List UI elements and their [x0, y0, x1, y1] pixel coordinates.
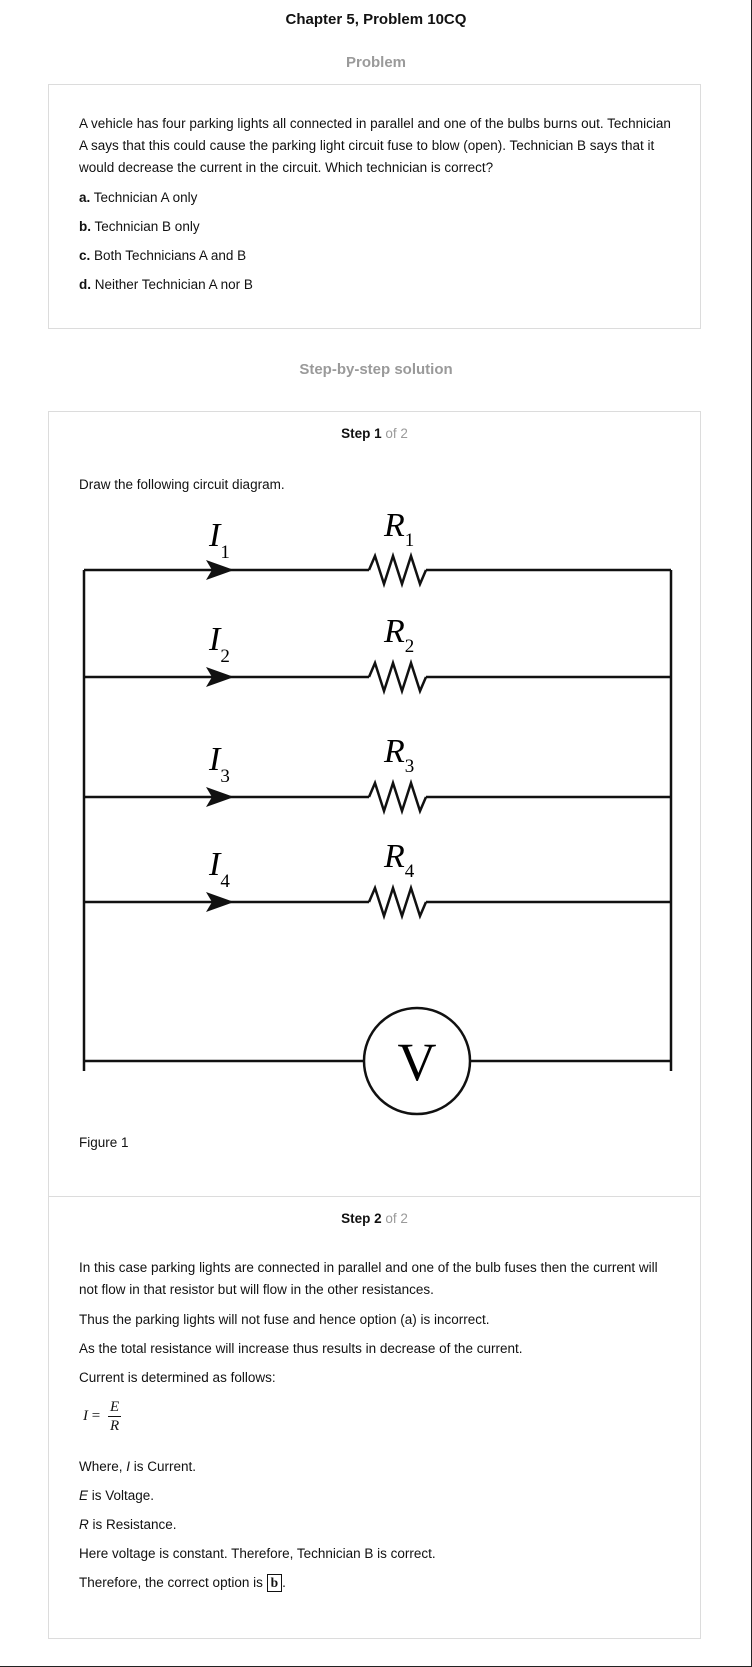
- option-letter: d.: [79, 277, 91, 292]
- step-2-header: Step 2 of 2: [49, 1211, 700, 1226]
- step-1-header: Step 1 of 2: [49, 426, 700, 441]
- step-1-intro: Draw the following circuit diagram.: [79, 477, 285, 492]
- branch-2: [84, 658, 671, 696]
- where-current: Where, I is Current.: [79, 1459, 197, 1474]
- step-2-paragraph-1: In this case parking lights are connecte…: [79, 1260, 658, 1297]
- formula-numerator: E: [107, 1399, 122, 1417]
- step-2-paragraph-2: Thus the parking lights will not fuse an…: [79, 1312, 490, 1327]
- option-letter: b.: [79, 219, 91, 234]
- current-3-arrow: [206, 787, 234, 807]
- solution-heading: Step-by-step solution: [299, 361, 453, 378]
- current-2-label: I2: [208, 621, 230, 667]
- branch-3: [84, 778, 671, 816]
- problem-panel: A vehicle has four parking lights all co…: [48, 84, 701, 329]
- current-1-label: I1: [208, 517, 230, 563]
- step-count: of 2: [385, 426, 408, 441]
- current-2-arrow: [206, 667, 234, 687]
- current-1-arrow: [206, 560, 234, 580]
- resistor-4-label: R4: [383, 838, 415, 882]
- answer-box: b: [266, 1574, 283, 1592]
- problem-heading: Problem: [345, 54, 406, 71]
- step-2-paragraph-4: Current is determined as follows:: [79, 1370, 276, 1385]
- resistor-4-symbol: [367, 883, 428, 921]
- formula-denominator: R: [109, 1418, 120, 1434]
- current-3-label: I3: [208, 741, 230, 787]
- step-2-paragraph-3: As the total resistance will increase th…: [79, 1341, 523, 1356]
- step-label: Step 1: [341, 426, 382, 441]
- problem-question: A vehicle has four parking lights all co…: [79, 116, 671, 175]
- option-b: b. Technician B only: [79, 216, 679, 238]
- resistor-3-label: R3: [383, 733, 414, 777]
- resistor-1-label: R1: [383, 507, 414, 551]
- formula-equals: =: [91, 1407, 101, 1424]
- branch-4: [84, 883, 671, 921]
- resistor-2-symbol: [367, 658, 428, 696]
- branch-1: [84, 551, 671, 589]
- option-text: Both Technicians A and B: [94, 248, 247, 263]
- option-a: a. Technician A only: [79, 187, 679, 209]
- voltage-source-label: V: [398, 1032, 437, 1092]
- option-c: c. Both Technicians A and B: [79, 245, 679, 267]
- option-text: Neither Technician A nor B: [94, 277, 253, 292]
- option-letter: a.: [79, 190, 91, 205]
- resistor-3-symbol: [367, 778, 428, 816]
- option-letter: c.: [79, 248, 91, 263]
- step-divider: [49, 1196, 700, 1197]
- formula-lhs: I: [83, 1407, 88, 1424]
- solution-panel: Step 1 of 2 Draw the following circuit d…: [48, 411, 701, 1639]
- option-text: Technician B only: [94, 219, 200, 234]
- step-count: of 2: [385, 1211, 408, 1226]
- where-voltage: E is Voltage.: [79, 1488, 155, 1503]
- current-4-arrow: [206, 892, 234, 912]
- page-title: Chapter 5, Problem 10CQ: [285, 11, 467, 28]
- current-formula: I = E R: [83, 1398, 122, 1435]
- formula-fraction: E R: [107, 1398, 122, 1435]
- option-text: Technician A only: [93, 190, 198, 205]
- resistor-2-label: R2: [383, 613, 414, 657]
- step-2-paragraph-5: Here voltage is constant. Therefore, Tec…: [79, 1546, 436, 1561]
- parallel-circuit-diagram: V I1 I2 I3 I4 R1 R2 R3 R4: [82, 507, 673, 1116]
- figure-caption: Figure 1: [79, 1135, 129, 1150]
- resistor-1-symbol: [367, 551, 428, 589]
- option-d: d. Neither Technician A nor B: [79, 274, 679, 296]
- source-branch: V: [84, 1006, 671, 1116]
- conclusion: Therefore, the correct option is b.: [79, 1574, 286, 1592]
- step-label: Step 2: [341, 1211, 382, 1226]
- current-4-label: I4: [208, 846, 230, 892]
- where-resistance: R is Resistance.: [79, 1517, 177, 1532]
